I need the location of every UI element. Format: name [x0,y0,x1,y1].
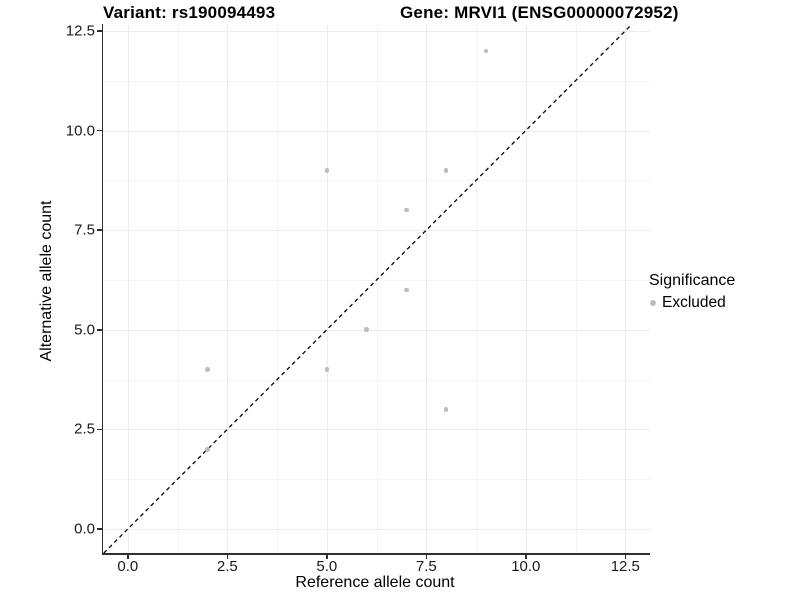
y-tick-mark [97,129,102,132]
gridline-y-major [103,529,650,530]
gridline-x-minor [277,24,279,553]
identity-line-layer [103,24,633,553]
gridline-y-minor [103,379,650,381]
x-tick-label: 10.0 [511,558,541,575]
data-point [404,207,409,213]
y-tick-label: 5.0 [74,321,95,339]
gridline-y-major [103,230,650,232]
gridline-x-minor [476,24,478,553]
data-point [205,447,210,452]
x-tick-mark [326,553,328,559]
identity-dashed-line [103,24,633,553]
y-tick-mark [97,528,102,530]
gridline-y-major [103,30,650,32]
gridline-x-major [127,24,129,553]
gridline-x-major [227,24,229,553]
x-tick-label: 5.0 [316,558,338,575]
gridline-y-minor [103,479,650,481]
gridline-x-major [525,24,527,553]
data-point [404,287,409,293]
y-tick-label: 2.5 [74,420,95,438]
gridline-y-major [103,329,650,331]
data-point [443,407,449,412]
gridline-x-minor [376,24,378,553]
plot-title-gene: Gene: MRVI1 (ENSG00000072952) [400,3,679,22]
y-tick-mark [97,329,102,331]
y-tick-label: 12.5 [65,22,95,40]
legend: Significance Excluded [649,272,735,312]
gridline-x-major [625,24,627,553]
x-tick-label: 12.5 [610,558,640,575]
y-tick-label: 7.5 [74,221,95,239]
data-point [324,168,330,173]
y-tick-mark [97,428,102,431]
y-tick-label: 0.0 [74,520,95,538]
x-axis-title: Reference allele count [295,574,455,591]
x-tick-label: 7.5 [415,558,437,575]
x-tick-mark [525,553,527,559]
legend-title: Significance [649,272,736,289]
x-axis-line [101,553,650,555]
legend-item-excluded: Excluded [649,294,735,312]
legend-item-label: Excluded [662,294,726,311]
data-point [364,327,369,333]
x-tick-mark [425,553,428,559]
gridline-y-minor [103,180,650,182]
data-point [205,367,210,372]
gridline-x-major [426,24,428,553]
gridline-y-major [103,130,650,132]
gridline-x-major [326,24,328,553]
x-tick-label: 2.5 [216,558,238,575]
x-tick-mark [226,553,229,559]
excluded-marker-icon [650,300,656,306]
gridline-x-minor [177,24,179,553]
gridline-y-minor [103,80,650,82]
data-point [483,48,489,54]
gridline-y-major [103,429,650,431]
y-tick-mark [97,229,102,231]
plot-title-variant: Variant: rs190094493 [103,3,276,22]
data-point [324,367,330,372]
y-tick-label: 10.0 [65,122,95,139]
gridline-x-minor [575,24,577,553]
x-tick-mark [127,553,129,559]
plot-panel [103,24,650,553]
y-tick-mark [97,30,102,32]
x-tick-label: 0.0 [117,558,139,575]
x-tick-mark [624,553,627,559]
y-axis-line [101,24,104,555]
data-point [443,168,449,173]
